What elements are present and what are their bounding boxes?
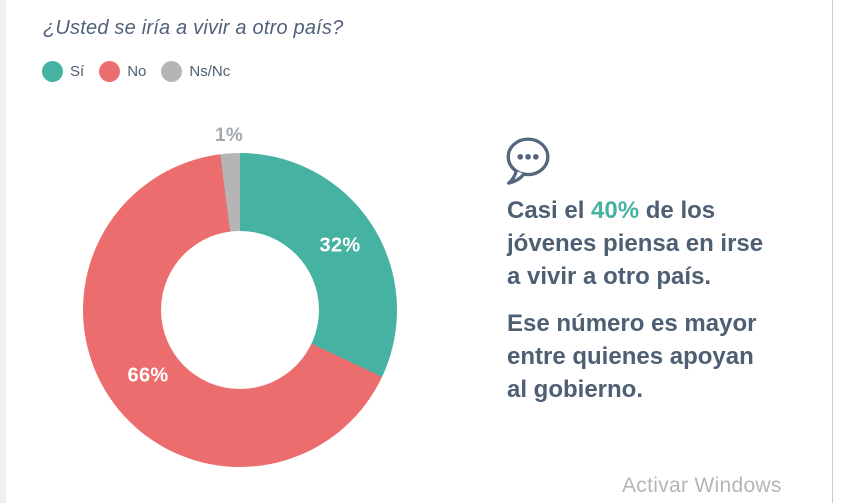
window-border [832,0,833,503]
insight-paragraph-1: Casi el 40% de los jóvenes piensa en irse… [507,194,807,293]
insight-text: Casi el 40% de los jóvenes piensa en irse… [507,194,807,406]
insight-text-segment: entre quienes apoyan [507,343,754,370]
insight-text-segment: al gobierno. [507,376,644,403]
insight-text-segment: jóvenes piensa en irse [507,230,764,257]
insight-paragraph-2: Ese número es mayor entre quienes apoyan a… [507,307,807,406]
insight-text-segment: de los [639,197,716,224]
slice-label-si: 32% [319,234,361,257]
slice-label-no: 66% [127,364,169,387]
chart-legend: Sí No Ns/Nc [42,60,230,82]
legend-label: Ns/Nc [189,62,231,80]
donut-hole [161,231,319,389]
legend-item-no: No [99,60,147,82]
insight-text-segment: Casi el [507,197,592,224]
legend-swatch [161,60,183,82]
slice-label-nsnc: 1% [214,125,244,146]
speech-bubble-ellipsis-icon [503,136,551,191]
highlight-40: 40% [591,197,640,224]
activate-windows-watermark: Activar Windows [622,474,782,497]
legend-swatch [99,60,121,82]
donut-chart [83,153,397,467]
chart-title: ¿Usted se iría a vivir a otro país? [43,17,344,39]
legend-swatch [42,60,63,82]
legend-label: Sí [70,62,85,80]
legend-item-nsnc: Ns/Nc [161,60,231,82]
legend-item-si: Sí [42,60,85,82]
insight-text-segment: Ese número es mayor [507,310,757,337]
left-gutter [0,0,6,503]
insight-text-segment: a vivir a otro país. [507,263,712,290]
legend-label: No [127,62,147,80]
